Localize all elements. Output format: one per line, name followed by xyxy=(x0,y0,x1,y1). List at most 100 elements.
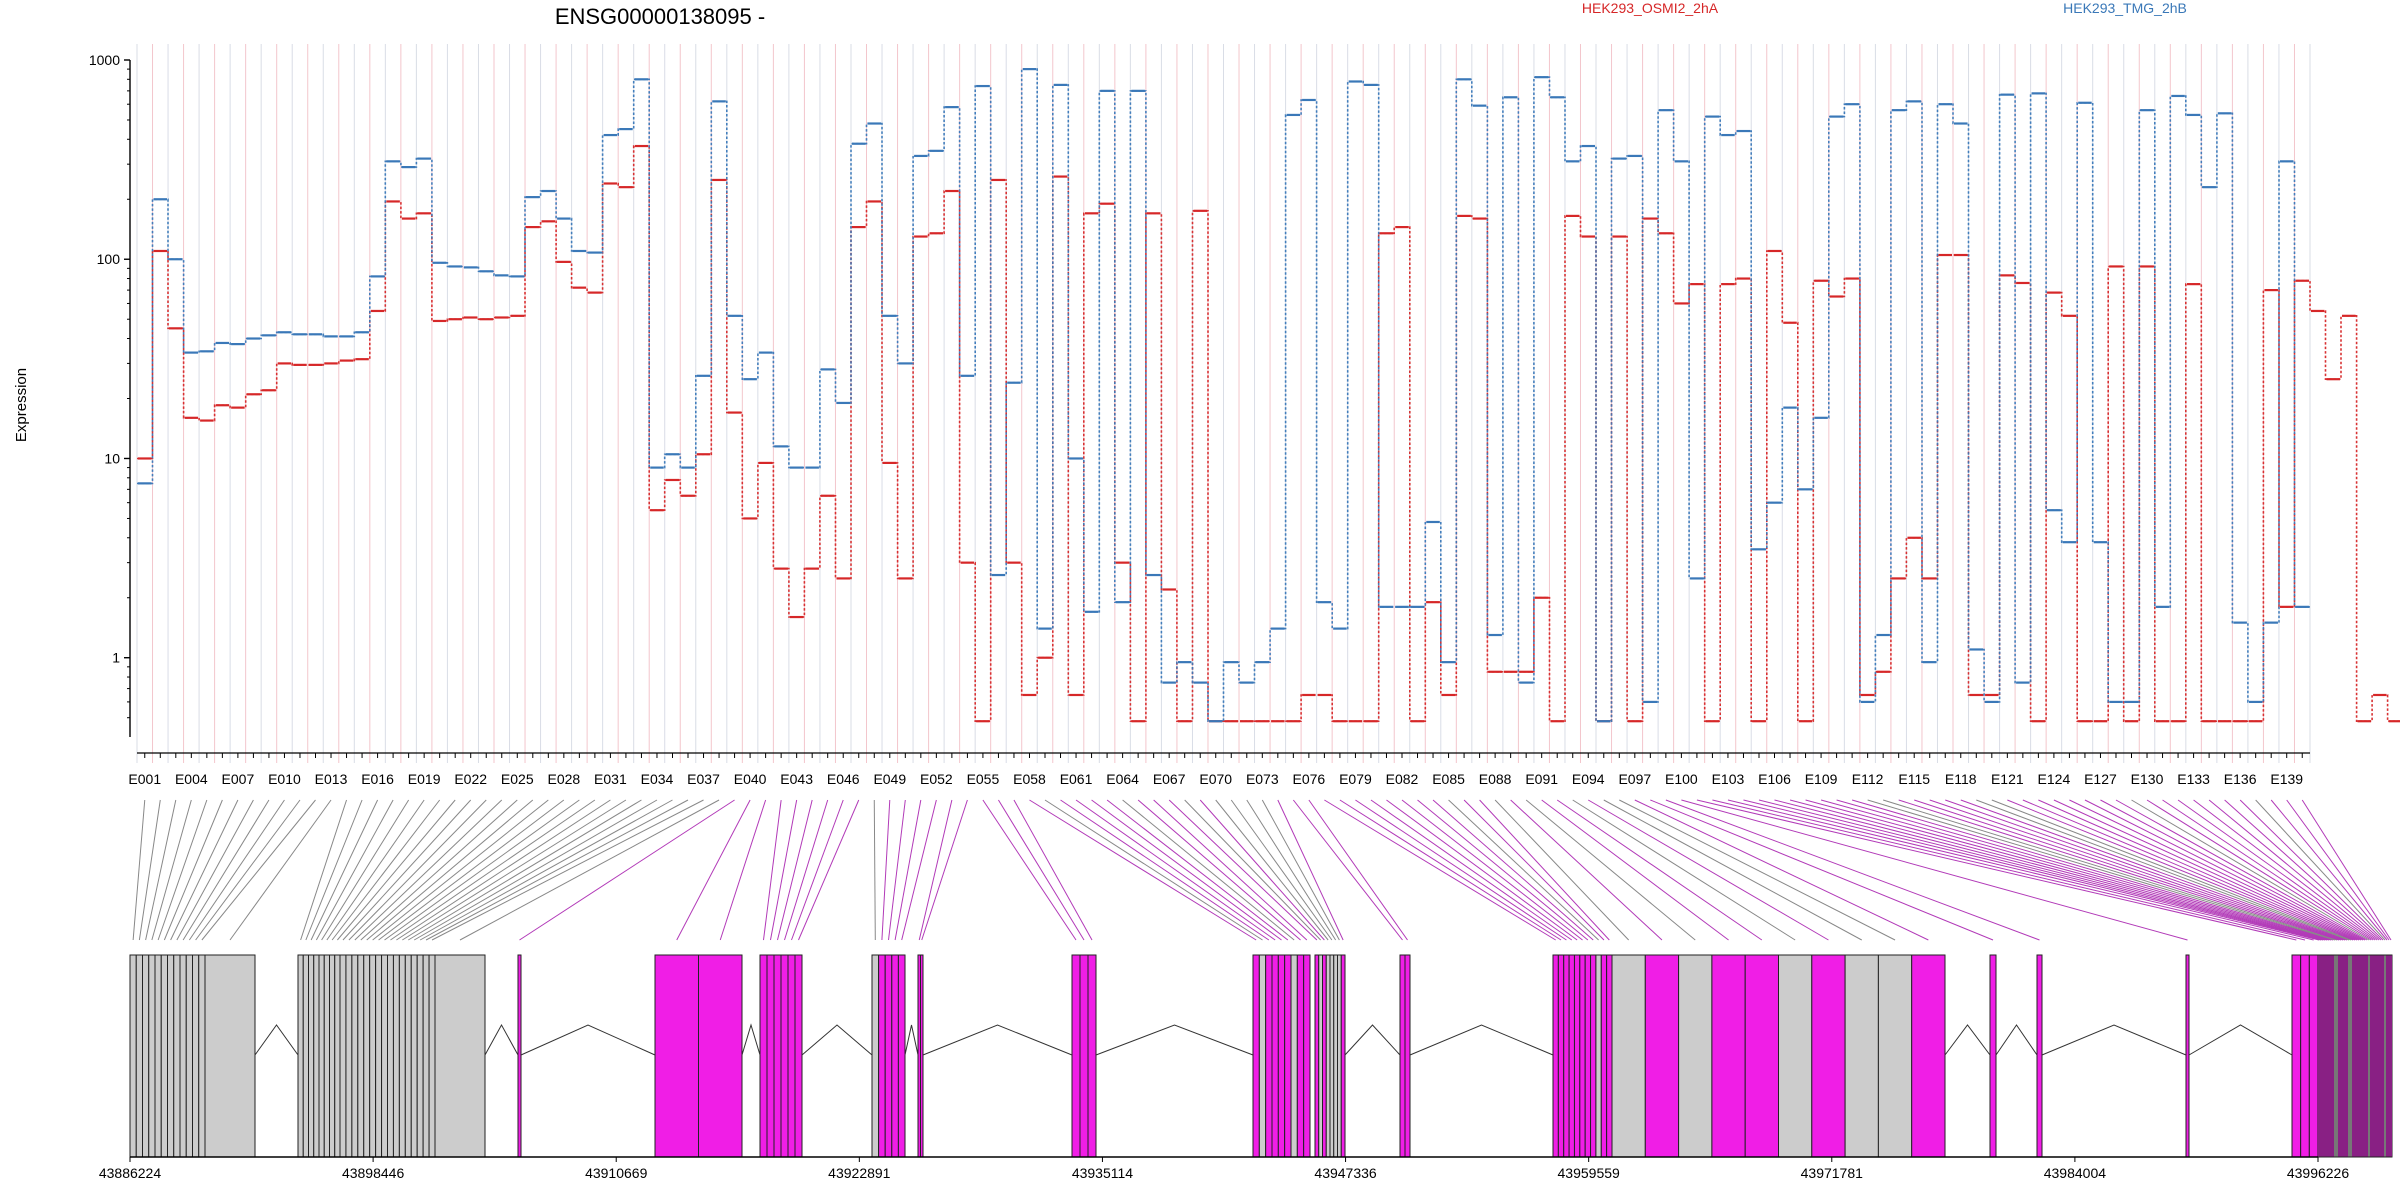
exon-label: E094 xyxy=(1572,771,1605,787)
exon-block xyxy=(135,954,143,1158)
exon-connector xyxy=(1696,799,2297,941)
exon-block xyxy=(302,954,309,1158)
exon-connector xyxy=(881,799,891,941)
exon-connector xyxy=(791,799,844,941)
exon-block xyxy=(1399,954,1406,1158)
exon-connector xyxy=(1355,799,1567,941)
exon-connector xyxy=(1541,799,1729,941)
exon-block xyxy=(173,954,181,1158)
exon-connector xyxy=(2069,799,2362,941)
exon-connector xyxy=(1339,799,1562,941)
exon-connector xyxy=(777,799,813,941)
exon-connector xyxy=(1867,799,2336,941)
exon-block xyxy=(1600,954,1608,1158)
exon-connector xyxy=(1324,799,1556,941)
exon-connector xyxy=(2115,799,2368,941)
exon-connector xyxy=(195,799,301,941)
exon-block xyxy=(1404,954,1411,1158)
exon-connector xyxy=(354,799,503,941)
exon-connector xyxy=(182,799,270,941)
exon-block xyxy=(1606,954,1613,1158)
exon-connector xyxy=(2270,799,2388,941)
exon-label: E112 xyxy=(1852,771,1884,787)
exon-block xyxy=(167,954,175,1158)
exon-label: E118 xyxy=(1945,771,1977,787)
intron-line xyxy=(520,1024,656,1056)
intron-line xyxy=(1344,1024,1401,1056)
exon-block xyxy=(323,954,330,1158)
exon-connector xyxy=(1805,799,2328,941)
exon-connector xyxy=(366,799,534,941)
exon-connector xyxy=(1091,799,1282,941)
exon-connector xyxy=(1199,799,1325,941)
exon-connector xyxy=(918,799,953,941)
exon-connector xyxy=(1681,799,2188,941)
exon-connector xyxy=(331,799,441,941)
exon-label: E133 xyxy=(2177,771,2210,787)
genome-tick-label: 43947336 xyxy=(1314,1165,1377,1181)
y-axis-label: Expression xyxy=(13,368,30,442)
exon-label: E103 xyxy=(1712,771,1745,787)
exon-block xyxy=(1568,954,1575,1158)
intron-line xyxy=(741,1023,761,1056)
exon-block xyxy=(1340,954,1346,1158)
exon-connector xyxy=(1758,799,2322,941)
exon-connector xyxy=(798,799,860,941)
exon-block xyxy=(1590,954,1597,1158)
exon-connector xyxy=(419,799,673,941)
exon-block xyxy=(517,954,522,1158)
exon-label: E034 xyxy=(641,771,674,787)
exon-connector xyxy=(676,799,751,941)
exon-connector xyxy=(342,799,472,941)
exon-connector xyxy=(1836,799,2332,941)
exon-block xyxy=(185,954,193,1158)
exon-block xyxy=(179,954,187,1158)
exon-connector xyxy=(459,799,720,941)
exon-connector xyxy=(1494,799,1630,941)
exon-block xyxy=(1333,954,1338,1158)
genome-tick-label: 43971781 xyxy=(1801,1165,1864,1181)
exon-connector xyxy=(1603,799,1862,941)
exon-block xyxy=(1314,954,1320,1158)
chart-title: ENSG00000138095 - xyxy=(555,4,765,29)
exon-connector xyxy=(1883,799,2338,941)
genome-tick-label: 43959559 xyxy=(1558,1165,1621,1181)
exon-connector xyxy=(1261,799,1340,941)
exon-block xyxy=(897,954,906,1158)
exon-connector xyxy=(1448,799,1599,941)
exon-connector xyxy=(1665,799,2040,941)
exon-connector xyxy=(1137,799,1301,941)
exon-label: E115 xyxy=(1898,771,1930,787)
exon-connector xyxy=(170,799,239,941)
intron-line xyxy=(1095,1024,1254,1056)
exon-block xyxy=(1087,954,1097,1158)
exon-connector xyxy=(1851,799,2334,941)
exon-block xyxy=(1563,954,1570,1158)
gene-model xyxy=(129,954,2393,1158)
intron-line xyxy=(1944,1024,1991,1056)
exon-block xyxy=(434,954,486,1158)
exon-block xyxy=(1290,954,1298,1158)
exon-label: E127 xyxy=(2084,771,2117,787)
exon-block xyxy=(375,954,383,1158)
exon-connector xyxy=(1820,799,2330,941)
exon-label: E049 xyxy=(873,771,906,787)
exon-connector xyxy=(719,799,767,941)
genome-tick-label: 43910669 xyxy=(585,1165,648,1181)
exon-connector xyxy=(1789,799,2326,941)
exon-block xyxy=(2036,954,2043,1158)
exon-block xyxy=(2389,954,2393,1158)
exon-connector xyxy=(2100,799,2366,941)
exon-block xyxy=(329,954,336,1158)
series-lines xyxy=(137,68,2400,723)
exon-connector xyxy=(145,799,177,941)
exon-block xyxy=(1911,954,1946,1158)
exon-block xyxy=(204,954,256,1158)
y-tick-label: 1000 xyxy=(89,52,120,68)
exon-block xyxy=(794,954,803,1158)
genome-tick-label: 43996226 xyxy=(2287,1165,2350,1181)
exon-connector xyxy=(888,799,906,941)
exon-label: E019 xyxy=(408,771,441,787)
exon-connector xyxy=(1572,799,1796,941)
exon-block xyxy=(1318,954,1323,1158)
